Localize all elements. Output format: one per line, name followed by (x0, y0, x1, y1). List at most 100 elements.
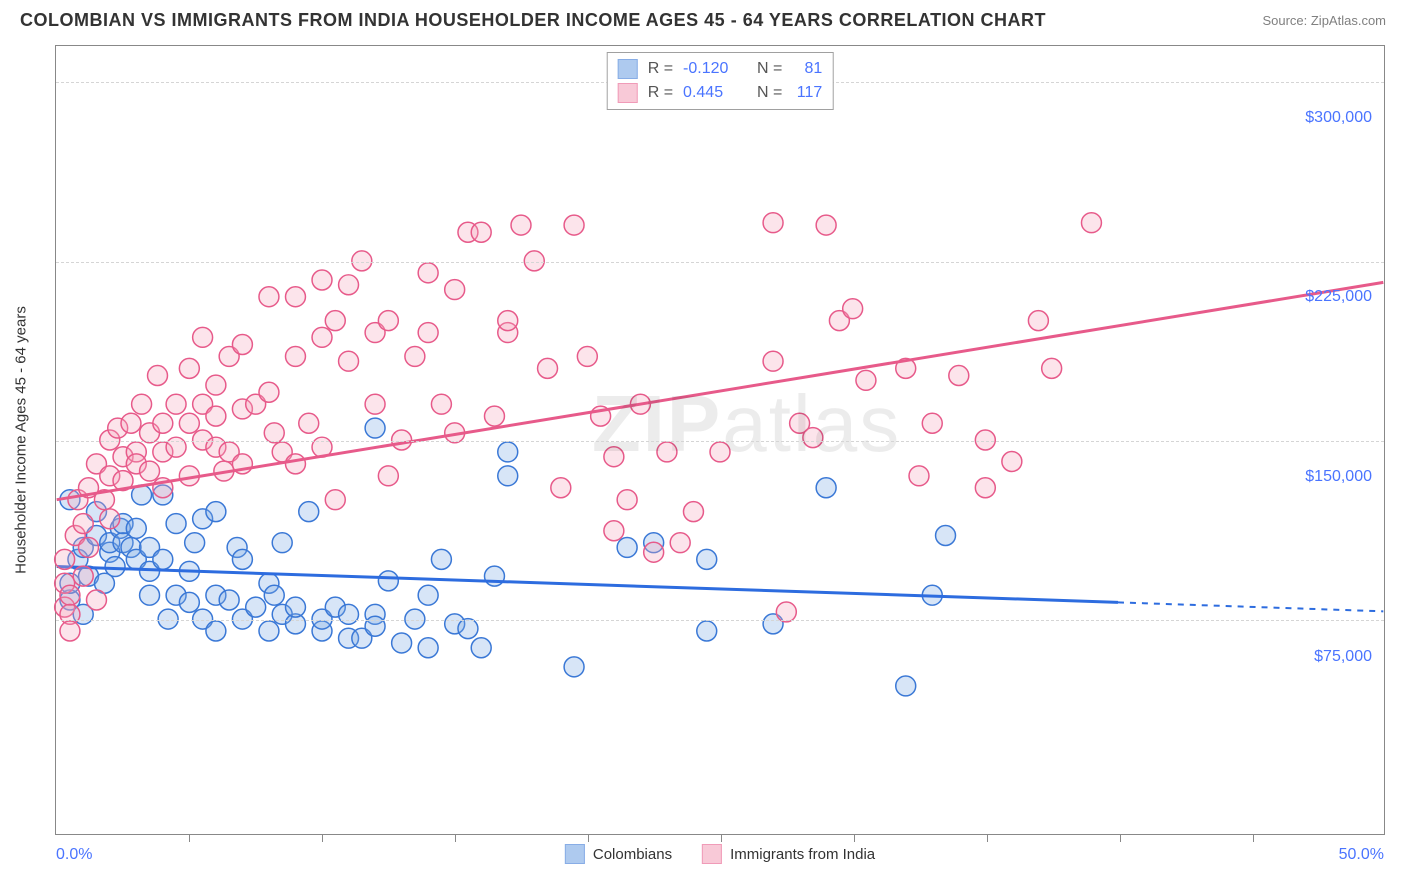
data-point-india (299, 413, 319, 433)
data-point-india (949, 366, 969, 386)
data-point-colombians (471, 638, 491, 658)
data-point-india (79, 537, 99, 557)
data-point-colombians (564, 657, 584, 677)
source-attribution: Source: ZipAtlas.com (1262, 13, 1386, 28)
data-point-india (206, 375, 226, 395)
data-point-colombians (272, 533, 292, 553)
legend-swatch-colombians (565, 844, 585, 864)
data-point-india (776, 602, 796, 622)
legend-label-india: Immigrants from India (730, 846, 875, 863)
gridline (56, 620, 1384, 621)
corr-n-label: N = (748, 81, 782, 105)
data-point-colombians (166, 514, 186, 534)
data-point-india (193, 327, 213, 347)
gridline (56, 441, 1384, 442)
data-point-india (975, 430, 995, 450)
swatch-india (618, 83, 638, 103)
data-point-india (60, 585, 80, 605)
series-legend: Colombians Immigrants from India (565, 844, 875, 864)
data-point-colombians (286, 597, 306, 617)
x-tick (1253, 834, 1254, 842)
data-point-colombians (206, 621, 226, 641)
chart-frame: Householder Income Ages 45 - 64 years ZI… (55, 45, 1385, 835)
data-point-colombians (498, 466, 518, 486)
corr-r-value: 0.445 (683, 81, 738, 105)
data-point-colombians (232, 549, 252, 569)
data-point-india (179, 413, 199, 433)
data-point-india (259, 382, 279, 402)
corr-n-value: 117 (792, 81, 822, 105)
data-point-india (657, 442, 677, 462)
data-point-colombians (185, 533, 205, 553)
corr-r-label: R = (648, 57, 673, 81)
data-point-india (264, 423, 284, 443)
x-tick (189, 834, 190, 842)
data-point-colombians (896, 676, 916, 696)
data-point-colombians (365, 418, 385, 438)
data-point-colombians (484, 566, 504, 586)
legend-swatch-india (702, 844, 722, 864)
data-point-india (431, 394, 451, 414)
data-point-india (763, 213, 783, 233)
data-point-india (803, 428, 823, 448)
y-tick-label: $225,000 (1305, 288, 1372, 306)
x-tick (721, 834, 722, 842)
legend-item-colombians: Colombians (565, 844, 672, 864)
data-point-india (445, 280, 465, 300)
data-point-india (132, 394, 152, 414)
data-point-india (153, 413, 173, 433)
data-point-india (1028, 311, 1048, 331)
legend-label-colombians: Colombians (593, 846, 672, 863)
data-point-india (312, 270, 332, 290)
data-point-colombians (697, 549, 717, 569)
data-point-india (418, 323, 438, 343)
data-point-india (286, 346, 306, 366)
y-tick-label: $150,000 (1305, 468, 1372, 486)
y-tick-label: $75,000 (1314, 648, 1372, 666)
y-axis-label: Householder Income Ages 45 - 64 years (13, 306, 30, 574)
data-point-colombians (219, 590, 239, 610)
data-point-india (617, 490, 637, 510)
data-point-colombians (206, 502, 226, 522)
x-tick (1120, 834, 1121, 842)
data-point-colombians (392, 633, 412, 653)
data-point-india (325, 311, 345, 331)
data-point-india (538, 358, 558, 378)
corr-n-label: N = (748, 57, 782, 81)
scatter-svg (56, 46, 1384, 834)
data-point-india (1002, 452, 1022, 472)
data-point-colombians (498, 442, 518, 462)
data-point-india (843, 299, 863, 319)
x-tick (854, 834, 855, 842)
corr-row-colombians: R = -0.120 N = 81 (618, 57, 823, 81)
data-point-india (87, 590, 107, 610)
data-point-india (392, 430, 412, 450)
data-point-colombians (378, 571, 398, 591)
data-point-india (365, 394, 385, 414)
data-point-india (471, 222, 491, 242)
data-point-colombians (153, 549, 173, 569)
y-tick-label: $300,000 (1305, 109, 1372, 127)
data-point-india (73, 566, 93, 586)
data-point-india (1042, 358, 1062, 378)
data-point-india (644, 542, 664, 562)
data-point-india (259, 287, 279, 307)
data-point-colombians (816, 478, 836, 498)
data-point-india (577, 346, 597, 366)
data-point-india (484, 406, 504, 426)
data-point-india (378, 311, 398, 331)
data-point-india (325, 490, 345, 510)
data-point-india (140, 461, 160, 481)
x-tick (987, 834, 988, 842)
data-point-india (339, 275, 359, 295)
data-point-india (55, 549, 75, 569)
data-point-india (604, 521, 624, 541)
trend-line-ext-colombians (1118, 602, 1383, 611)
data-point-india (206, 406, 226, 426)
corr-n-value: 81 (792, 57, 822, 81)
corr-row-india: R = 0.445 N = 117 (618, 81, 823, 105)
x-axis-max-label: 50.0% (1339, 846, 1384, 864)
data-point-colombians (179, 592, 199, 612)
data-point-colombians (617, 537, 637, 557)
trend-line-india (57, 282, 1384, 499)
